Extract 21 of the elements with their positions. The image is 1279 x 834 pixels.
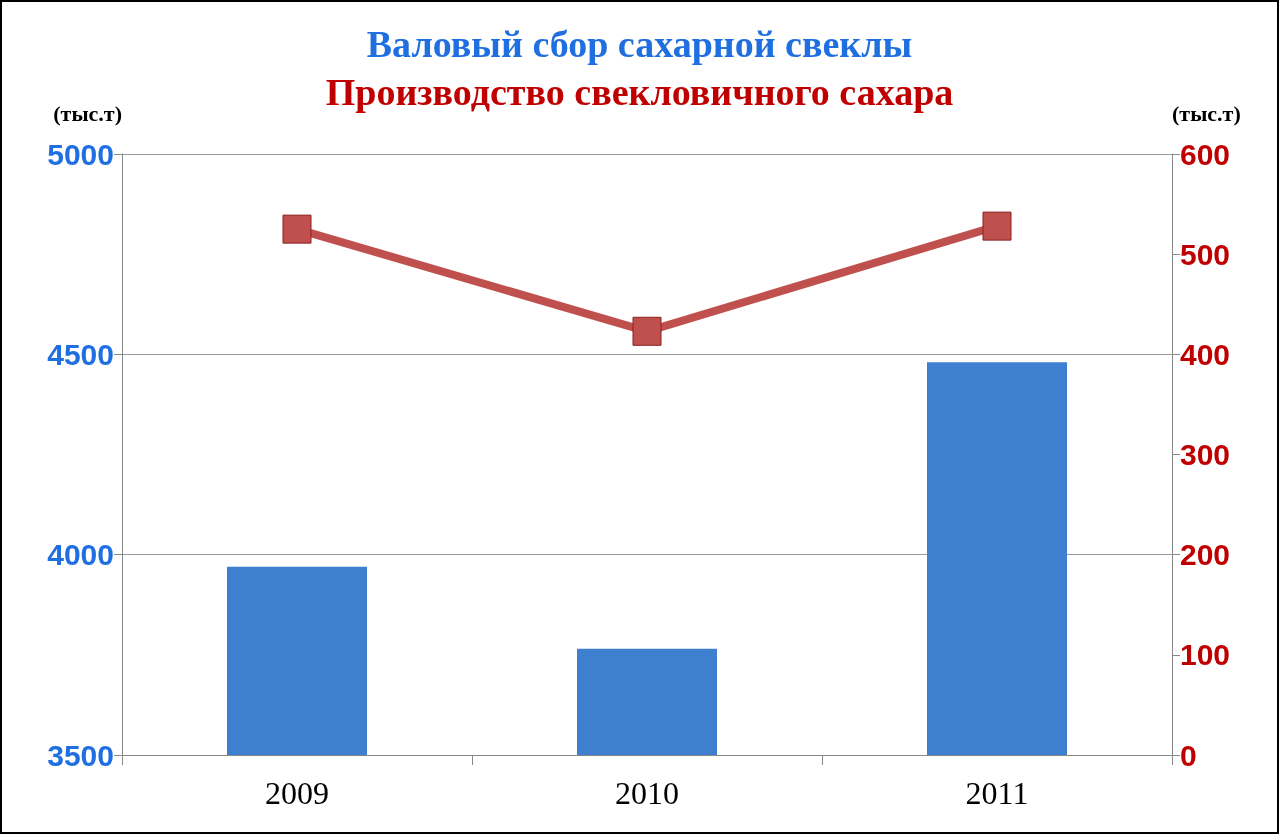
point [632, 316, 662, 346]
point [982, 211, 1012, 241]
y-tick-label: 4500 [47, 337, 114, 371]
x-tick-label: 2011 [965, 775, 1029, 811]
y-tick-label: 5000 [47, 137, 114, 171]
x-tick-label: 2009 [265, 775, 329, 811]
y2-tick-label: 0 [1180, 738, 1197, 772]
chart-subtitle: Производство свекловичного сахара [325, 71, 954, 113]
point [282, 214, 312, 244]
y2-tick-label: 400 [1180, 337, 1231, 371]
y-axis-title: (тыс.т) [53, 100, 122, 126]
y2-tick-label: 500 [1180, 237, 1231, 271]
y2-tick-label: 600 [1180, 137, 1231, 171]
y2-tick-label: 100 [1180, 638, 1231, 672]
y2-axis-title: (тыс.т) [1172, 100, 1241, 126]
y-tick-label: 4000 [47, 538, 114, 572]
y-tick-label: 3500 [47, 738, 114, 772]
chart-title: Валовый сбор сахарной свеклы [366, 23, 913, 65]
y2-tick-label: 300 [1180, 438, 1231, 471]
x-tick-label: 2010 [615, 775, 679, 811]
y2-tick-label: 200 [1180, 538, 1231, 572]
